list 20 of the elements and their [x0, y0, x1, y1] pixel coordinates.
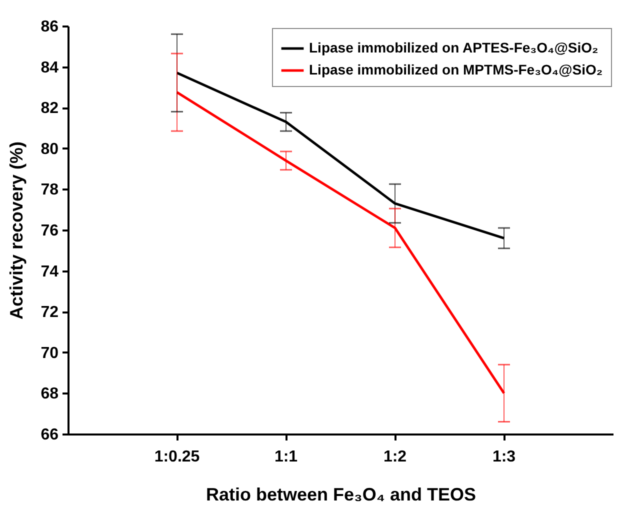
y-tick-label: 80	[40, 140, 59, 158]
line-series	[176, 91, 506, 394]
y-tick-label: 70	[40, 344, 59, 362]
y-tick-label: 66	[40, 426, 59, 444]
legend-label: Lipase immobilized on MPTMS-Fe₃O₄@SiO₂	[309, 62, 603, 78]
y-tick-label: 72	[40, 304, 59, 322]
x-tick-label: 1:1	[274, 448, 298, 466]
x-tick-label: 1:2	[383, 448, 407, 466]
y-tick-label: 82	[40, 100, 59, 118]
y-tick-label: 68	[40, 386, 59, 403]
y-tick-label: 86	[40, 18, 59, 36]
y-tick-label: 74	[40, 263, 59, 280]
x-tick-label: 1:0.25	[154, 448, 200, 466]
legend-label: Lipase immobilized on APTES-Fe₃O₄@SiO₂	[309, 40, 598, 56]
x-axis-title: Ratio between Fe₃O₄ and TEOS	[206, 484, 476, 504]
y-tick-label: 78	[40, 182, 59, 199]
x-tick-label: 1:3	[492, 448, 516, 466]
y-tick-label: 84	[40, 59, 59, 76]
y-axis-title: Activity recovery (%)	[6, 141, 27, 320]
y-tick-label: 76	[40, 222, 59, 240]
